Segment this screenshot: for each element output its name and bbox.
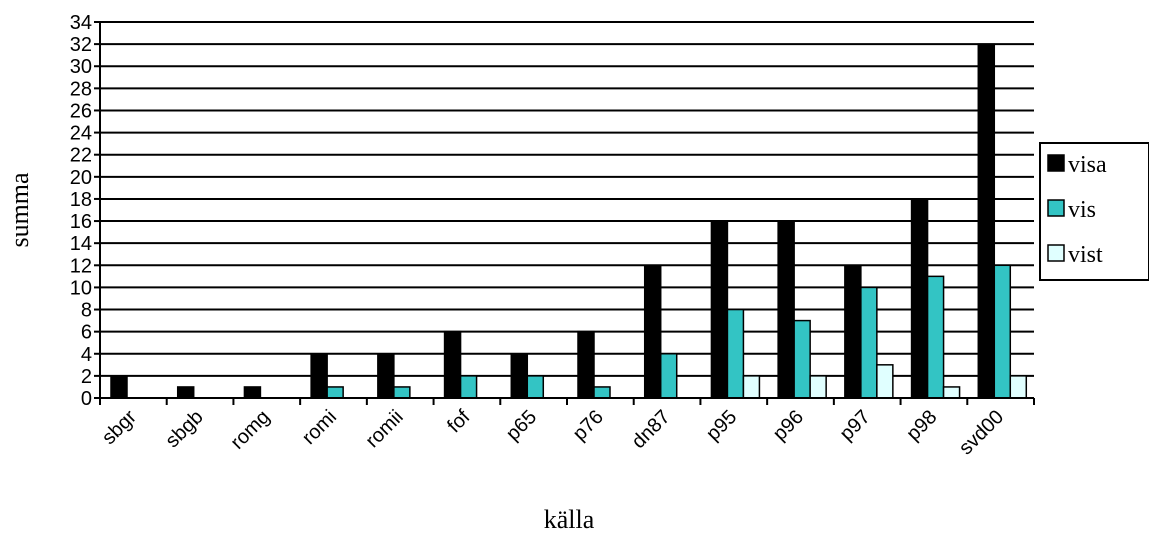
- x-tick-label: p76: [569, 406, 608, 445]
- bar-visa-dn87: [643, 264, 662, 399]
- bar-vis-dn87: [659, 353, 678, 399]
- x-tick-label: romi: [298, 406, 341, 449]
- y-tick-label: 24: [70, 123, 92, 145]
- y-tick-label: 30: [70, 56, 92, 78]
- bar-visa-romi: [310, 353, 328, 399]
- legend-label-vis: vis: [1068, 197, 1096, 223]
- bar-visa-romii: [377, 353, 395, 399]
- bar-vis-p96: [793, 319, 811, 399]
- x-tick-label: sbgr: [98, 406, 141, 449]
- bar-visa-fof: [443, 330, 462, 399]
- bar-vist-p98: [942, 386, 961, 399]
- legend-label-visa: visa: [1068, 152, 1107, 178]
- x-tick-label: svd00: [955, 406, 1008, 459]
- bar-vist-svd00: [1009, 375, 1028, 399]
- axes: [99, 22, 1035, 405]
- bar-vis-p98: [926, 275, 945, 399]
- bar-visa-p76: [577, 330, 595, 399]
- bar-vis-fof: [459, 375, 478, 399]
- bar-vis-svd00: [993, 264, 1012, 399]
- x-tick-label: sbgb: [161, 406, 207, 452]
- bar-vis-romi: [326, 386, 344, 399]
- bar-vist-p95: [742, 375, 761, 399]
- y-tick-label: 28: [70, 78, 92, 100]
- legend-swatch-visa: [1047, 154, 1065, 172]
- y-tick-label: 12: [70, 255, 92, 277]
- y-tick-label: 16: [70, 211, 92, 233]
- bar-vis-p95: [726, 308, 745, 399]
- y-tick-label: 26: [70, 100, 92, 122]
- grid-lines: [94, 21, 1034, 399]
- bar-visa-p65: [510, 353, 529, 399]
- bar-visa-p95: [710, 220, 729, 399]
- y-tick-label: 8: [81, 300, 92, 322]
- bar-vis-p76: [593, 386, 611, 399]
- x-tick-label: p97: [836, 406, 875, 445]
- legend-swatch-vist: [1047, 244, 1065, 262]
- bar-vist-p97: [876, 364, 894, 399]
- bar-vist-p96: [809, 375, 827, 399]
- x-tick-label: p98: [902, 406, 941, 445]
- y-tick-label: 14: [70, 233, 92, 255]
- y-tick-label: 10: [70, 277, 92, 299]
- bar-visa-p97: [844, 264, 862, 399]
- legend-swatch-vis: [1047, 199, 1065, 217]
- y-tick-label: 32: [70, 34, 92, 56]
- bar-visa-sbgb: [176, 386, 195, 399]
- y-tick-label: 4: [81, 344, 92, 366]
- bar-visa-p96: [777, 220, 795, 399]
- y-tick-label: 6: [81, 322, 92, 344]
- y-tick-label: 2: [81, 366, 92, 388]
- x-tick-label: p96: [769, 406, 808, 445]
- bar-visa-svd00: [977, 43, 996, 399]
- y-tick-label: 0: [81, 388, 92, 410]
- bar-vis-romii: [393, 386, 411, 399]
- x-tick-label: dn87: [628, 406, 675, 453]
- x-tick-label: romg: [227, 406, 275, 454]
- x-tick-label: p65: [502, 406, 541, 445]
- y-tick-label: 20: [70, 167, 92, 189]
- bar-visa-p98: [910, 198, 929, 399]
- bar-vis-p65: [526, 375, 545, 399]
- legend-label-vist: vist: [1068, 242, 1103, 268]
- bar-visa-sbgr: [110, 375, 128, 399]
- x-tick-label: p95: [702, 406, 741, 445]
- y-tick-label: 22: [70, 145, 92, 167]
- x-axis-title: källa: [544, 505, 595, 534]
- bar-visa-romg: [243, 386, 262, 399]
- y-tick-label: 34: [70, 12, 92, 34]
- y-tick-label: 18: [70, 189, 92, 211]
- bar-vis-p97: [860, 286, 878, 399]
- x-tick-label: fof: [443, 406, 475, 438]
- x-tick-labels: sbgr sbgb romg romi romii fof p65 p76 dn87 p95 p96…: [98, 406, 1008, 460]
- y-axis-title: summa: [5, 172, 34, 248]
- x-tick-label: romii: [362, 406, 408, 452]
- legend: visa vis vist: [1039, 142, 1149, 281]
